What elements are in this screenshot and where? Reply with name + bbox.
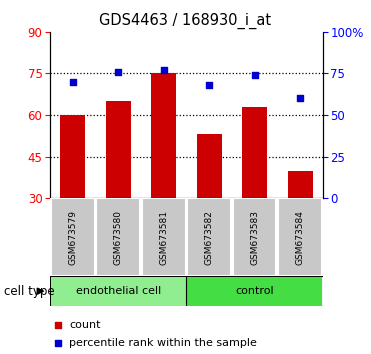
Text: endothelial cell: endothelial cell [76, 286, 161, 296]
Point [297, 96, 303, 101]
Text: control: control [235, 286, 274, 296]
Text: GSM673584: GSM673584 [296, 210, 305, 265]
Text: count: count [69, 320, 101, 330]
Point [206, 82, 212, 88]
Point [161, 67, 167, 73]
Bar [142, 198, 186, 276]
Text: GSM673579: GSM673579 [68, 210, 77, 265]
Point [252, 72, 257, 78]
Bar [278, 198, 322, 276]
Bar [197, 135, 221, 198]
Bar [187, 198, 231, 276]
Text: percentile rank within the sample: percentile rank within the sample [69, 338, 257, 348]
Text: cell type: cell type [4, 285, 54, 298]
Bar [151, 74, 176, 198]
Text: GSM673583: GSM673583 [250, 210, 259, 265]
Point [70, 79, 76, 85]
Text: GSM673580: GSM673580 [114, 210, 123, 265]
Bar [51, 277, 186, 306]
Point [55, 322, 61, 328]
Bar [288, 171, 312, 198]
Bar [96, 198, 140, 276]
Bar [51, 198, 95, 276]
Bar [60, 115, 85, 198]
Point [115, 69, 121, 75]
Bar [242, 107, 267, 198]
Text: GDS4463 / 168930_i_at: GDS4463 / 168930_i_at [99, 12, 272, 29]
Text: GSM673581: GSM673581 [159, 210, 168, 265]
Bar [106, 101, 131, 198]
Text: GSM673582: GSM673582 [205, 210, 214, 265]
Bar [187, 277, 322, 306]
Bar [233, 198, 276, 276]
Point [55, 340, 61, 346]
